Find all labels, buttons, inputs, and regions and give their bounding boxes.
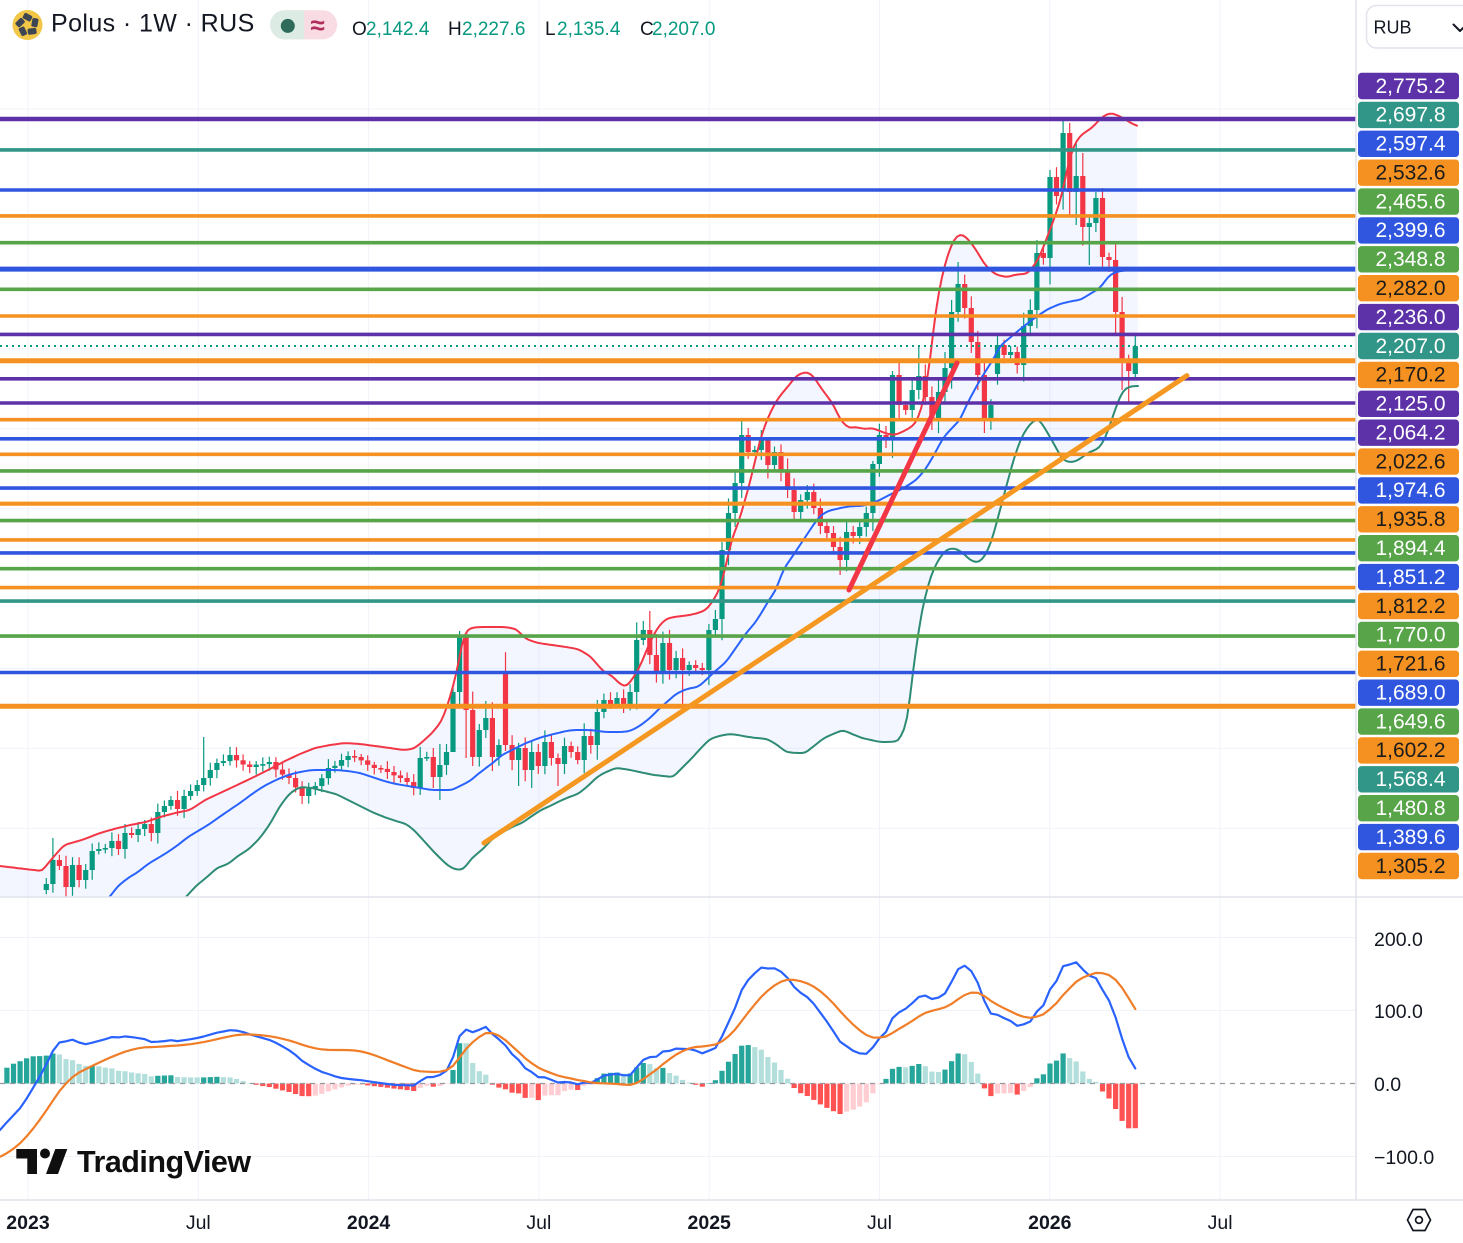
svg-text:2024: 2024 — [347, 1212, 391, 1234]
svg-text:Jul: Jul — [186, 1212, 211, 1234]
svg-text:0.0: 0.0 — [1374, 1074, 1401, 1096]
svg-text:1,649.6: 1,649.6 — [1375, 710, 1445, 733]
svg-text:2023: 2023 — [6, 1212, 50, 1234]
svg-text:100.0: 100.0 — [1374, 1001, 1423, 1023]
svg-text:TradingView: TradingView — [77, 1145, 251, 1179]
svg-text:2,207.0: 2,207.0 — [1375, 335, 1445, 358]
svg-text:1,389.6: 1,389.6 — [1375, 826, 1445, 849]
svg-text:1,770.0: 1,770.0 — [1375, 624, 1445, 647]
svg-text:H: H — [448, 19, 462, 40]
svg-text:1,568.4: 1,568.4 — [1375, 768, 1445, 791]
svg-text:2,125.0: 2,125.0 — [1375, 393, 1445, 416]
svg-text:1,894.4: 1,894.4 — [1375, 537, 1445, 560]
svg-text:O: O — [352, 19, 367, 40]
svg-text:1,689.0: 1,689.0 — [1375, 682, 1445, 705]
svg-text:2,207.0: 2,207.0 — [652, 19, 715, 40]
svg-text:2,236.0: 2,236.0 — [1375, 306, 1445, 329]
svg-text:2,227.6: 2,227.6 — [462, 19, 525, 40]
svg-text:1,721.6: 1,721.6 — [1375, 653, 1445, 676]
svg-text:2,282.0: 2,282.0 — [1375, 277, 1445, 300]
svg-text:2,775.2: 2,775.2 — [1375, 75, 1445, 98]
svg-text:1,480.8: 1,480.8 — [1375, 797, 1445, 820]
svg-text:2,697.8: 2,697.8 — [1375, 104, 1445, 127]
svg-text:2,532.6: 2,532.6 — [1375, 162, 1445, 185]
svg-text:L: L — [545, 19, 556, 40]
svg-text:1,935.8: 1,935.8 — [1375, 508, 1445, 531]
svg-text:≈: ≈ — [311, 10, 325, 40]
svg-text:1,602.2: 1,602.2 — [1375, 739, 1445, 762]
svg-text:C: C — [640, 19, 654, 40]
svg-text:Polus · 1W · RUS: Polus · 1W · RUS — [51, 10, 255, 38]
svg-text:1,974.6: 1,974.6 — [1375, 479, 1445, 502]
svg-text:2026: 2026 — [1028, 1212, 1072, 1234]
svg-text:2,142.4: 2,142.4 — [366, 19, 430, 40]
svg-text:1,851.2: 1,851.2 — [1375, 566, 1445, 589]
svg-text:1,812.2: 1,812.2 — [1375, 595, 1445, 618]
svg-text:2,597.4: 2,597.4 — [1375, 133, 1445, 156]
svg-text:2,399.6: 2,399.6 — [1375, 219, 1445, 242]
svg-text:2025: 2025 — [688, 1212, 732, 1234]
svg-text:2,170.2: 2,170.2 — [1375, 364, 1445, 387]
svg-text:1,305.2: 1,305.2 — [1375, 855, 1445, 878]
svg-text:RUB: RUB — [1374, 18, 1412, 38]
svg-text:2,022.6: 2,022.6 — [1375, 450, 1445, 473]
svg-text:2,064.2: 2,064.2 — [1375, 422, 1445, 445]
svg-text:200.0: 200.0 — [1374, 929, 1423, 951]
svg-text:Jul: Jul — [526, 1212, 551, 1234]
svg-text:−100.0: −100.0 — [1374, 1147, 1434, 1169]
svg-text:2,465.6: 2,465.6 — [1375, 190, 1445, 213]
svg-text:2,135.4: 2,135.4 — [557, 19, 621, 40]
svg-text:Jul: Jul — [1208, 1212, 1233, 1234]
svg-text:2,348.8: 2,348.8 — [1375, 248, 1445, 271]
svg-text:Jul: Jul — [867, 1212, 892, 1234]
